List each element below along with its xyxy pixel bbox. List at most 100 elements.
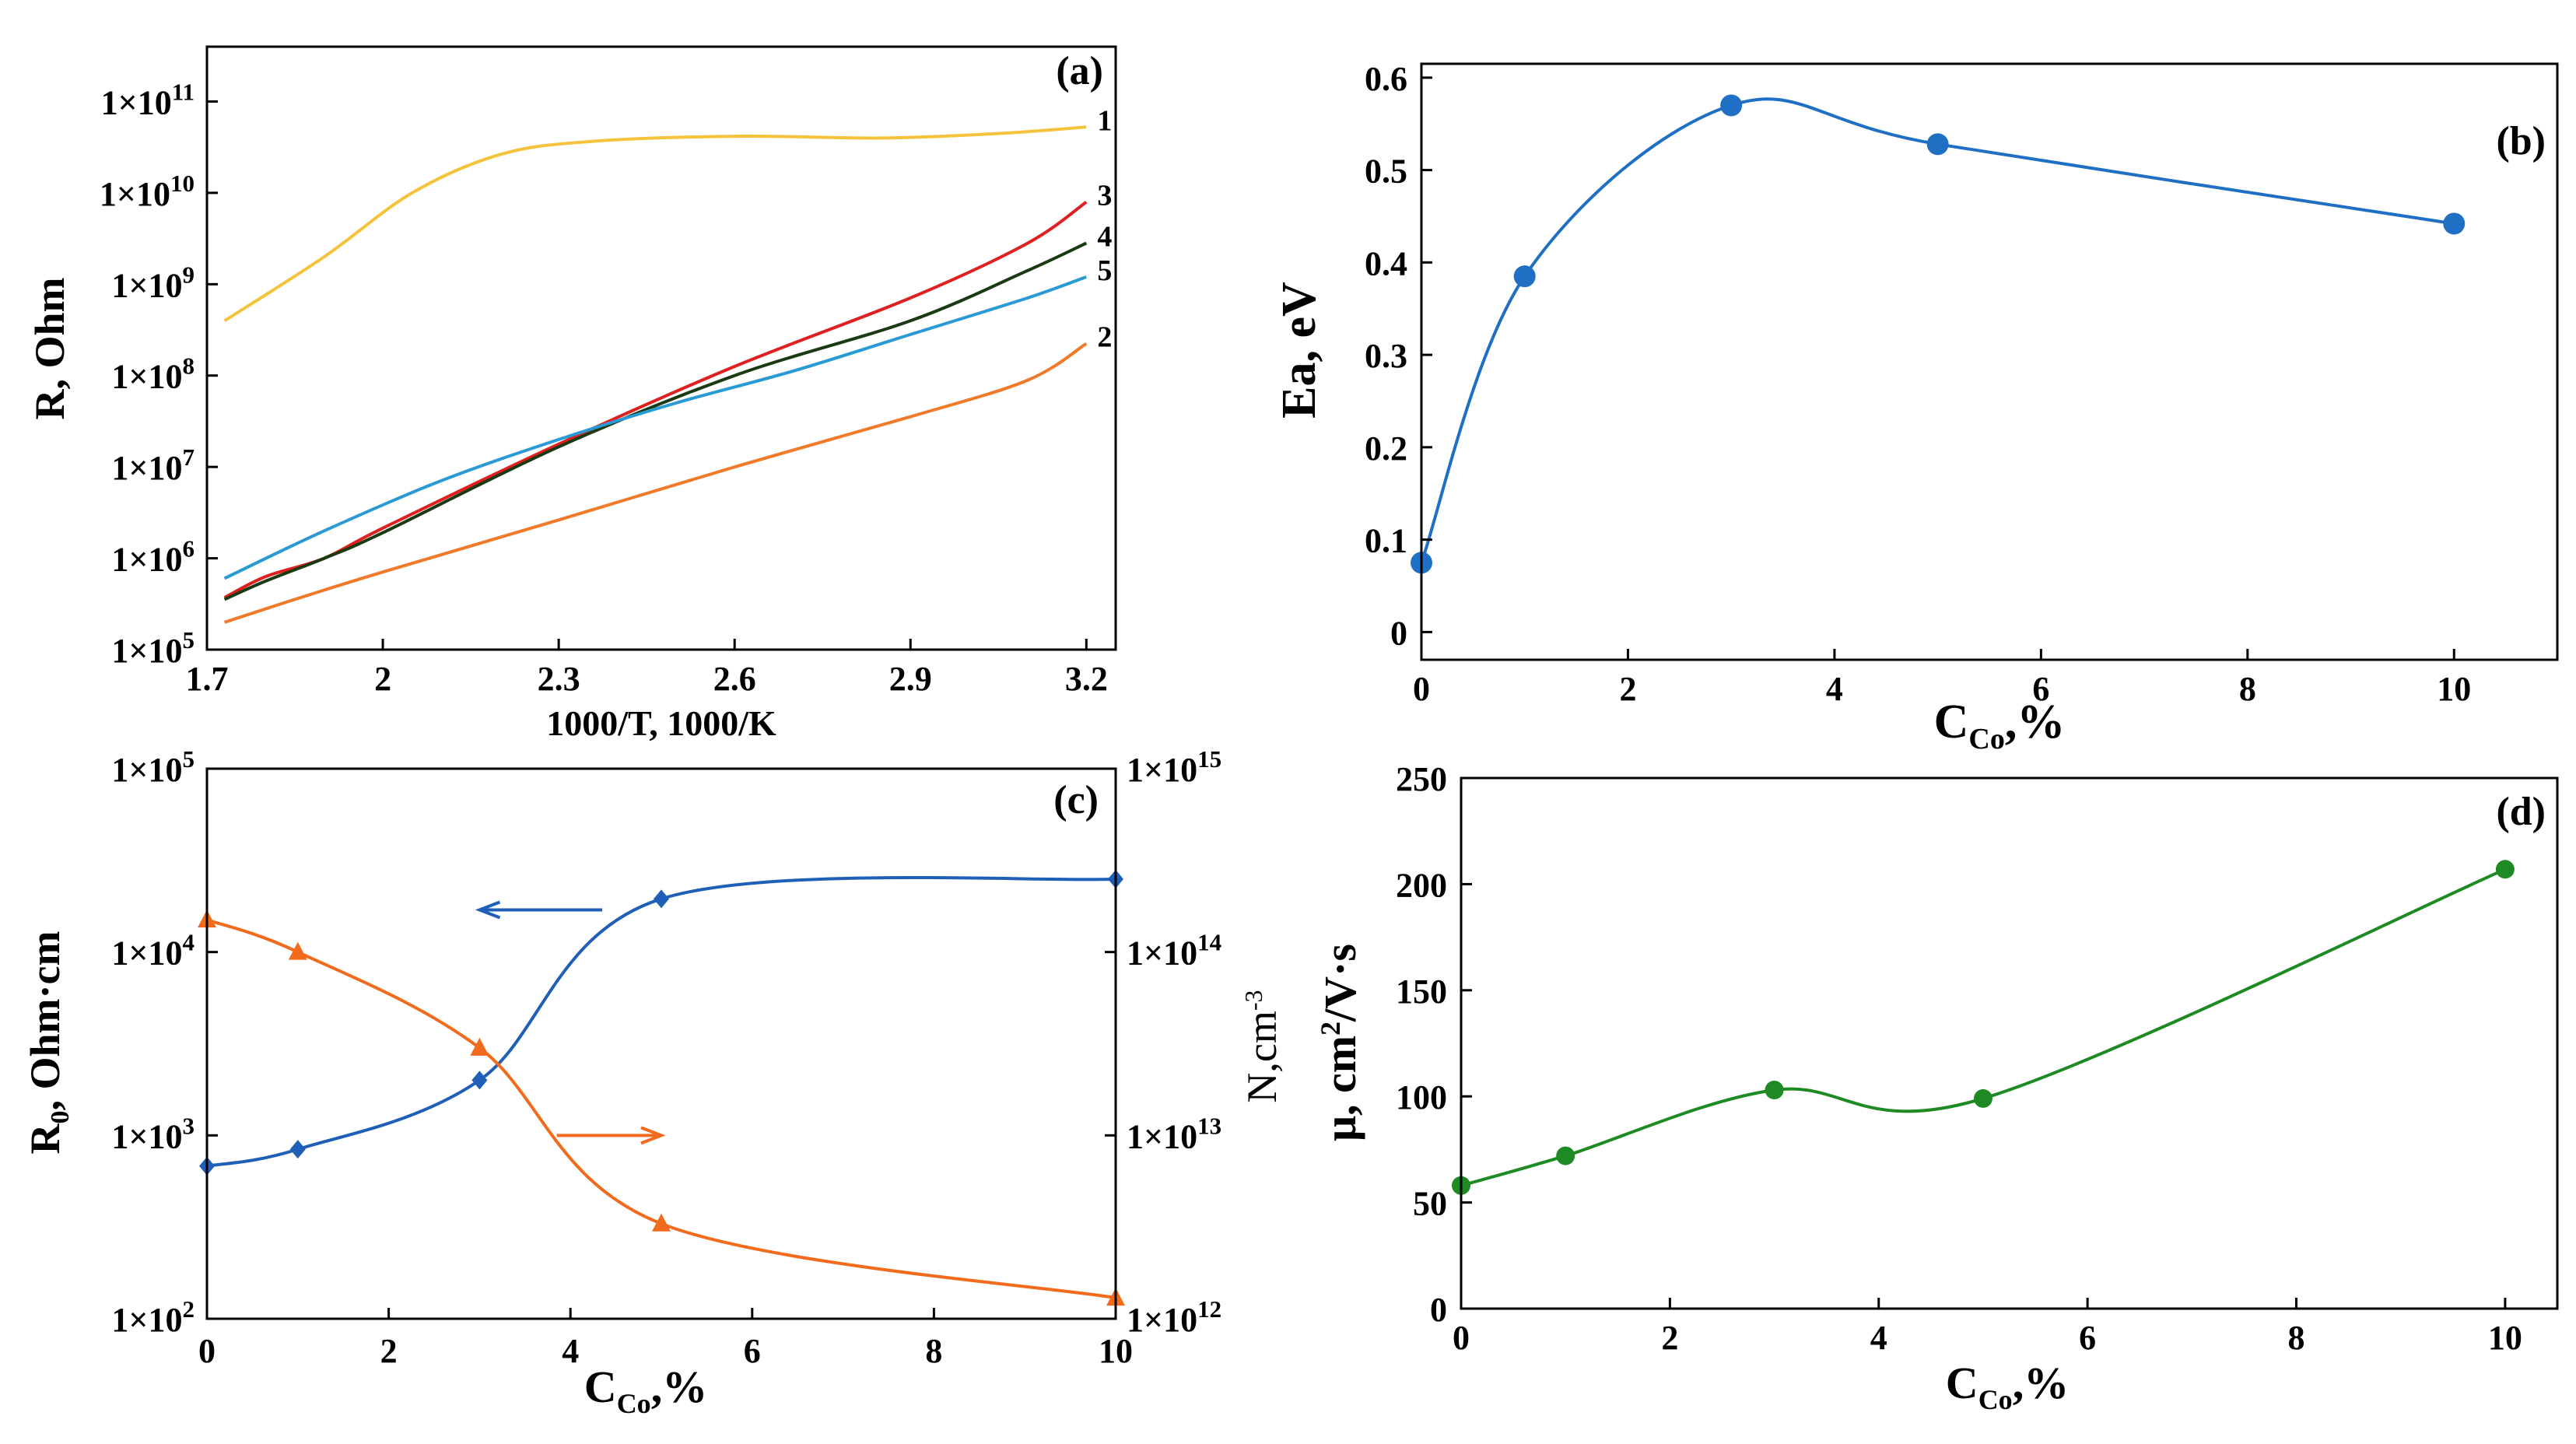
panel-c-ytick-left-label: 1×104 <box>111 929 195 973</box>
panel-a-ytick-label: 1×107 <box>111 443 195 487</box>
panel-c-ylabel-left: R0, Ohm·cm <box>22 931 75 1154</box>
panel-c-ylabel-right-main: N,cm <box>1239 1011 1285 1102</box>
panel-b-xtick-label: 0 <box>1413 670 1430 708</box>
panel-a-ytick-label: 1×1010 <box>100 170 195 213</box>
panel-c-ytick-right-label: 1×1014 <box>1127 929 1221 973</box>
panel-a-ytick-label: 1×109 <box>111 261 195 304</box>
panel-d-xtick-label: 2 <box>1661 1319 1678 1357</box>
panel-c-ytick-right-label: 1×1015 <box>1127 745 1221 789</box>
panel-d-xlabel-tail: ,% <box>2013 1358 2070 1408</box>
panel-a-curve-label-4: 4 <box>1097 220 1112 253</box>
panel-a-frame <box>205 45 1117 651</box>
panel-d-xtick-label: 8 <box>2288 1319 2305 1357</box>
panel-c-ytick-right-label: 1×1013 <box>1127 1112 1221 1155</box>
panel-b-xlabel-sub: Co <box>1968 723 2004 755</box>
panel-b-point-3 <box>1926 133 1949 156</box>
panel-d-xlabel-main: C <box>1946 1358 1978 1408</box>
panel-a-series-5-line <box>223 275 1087 580</box>
panel-d-ytick-label: 250 <box>1396 760 1447 798</box>
panel-d-ytick-label: 200 <box>1396 866 1447 904</box>
panel-c-arrow-left-head <box>475 900 501 920</box>
panel-c-R0-point-2 <box>471 1071 488 1090</box>
panel-a-series-1-line <box>223 125 1087 322</box>
panel-b-ytick-label: 0.6 <box>1365 60 1407 98</box>
panel-c-ylabel-left-tail: , Ohm·cm <box>22 931 68 1110</box>
panel-c-xtick-label: 6 <box>744 1332 761 1370</box>
panel-a-ytick-label: 1×106 <box>111 535 195 579</box>
panel-d-ylabel-sup: 2 <box>1315 1022 1346 1036</box>
panel-d-xtick-label: 10 <box>2488 1319 2522 1357</box>
panel-c-ytick-left-label: 1×102 <box>111 1295 195 1339</box>
panel-d-xtick-label: 0 <box>1453 1319 1470 1357</box>
panel-a-curve-label-5: 5 <box>1097 254 1112 287</box>
panel-d-ytick-label: 50 <box>1413 1185 1447 1223</box>
panel-c-series-N-line <box>206 918 1116 1300</box>
panel-d-xtick-label: 4 <box>1870 1319 1887 1357</box>
panel-b-xtick-label: 8 <box>2239 670 2256 708</box>
panel-b-xtick-label: 6 <box>2032 670 2049 708</box>
panel-c-xtick-label: 4 <box>562 1332 579 1370</box>
panel-b-ytick-label: 0.2 <box>1365 429 1407 468</box>
panel-b-xtick-label: 10 <box>2437 670 2471 708</box>
panel-d-xtick-label: 6 <box>2079 1319 2096 1357</box>
panel-a-series-2-line <box>223 342 1088 624</box>
panel-c-ylabel-left-sub: 0 <box>46 1110 75 1123</box>
panel-b-ticks: 0 2 4 6 8 10 0 0.1 0.2 0.3 0.4 0.5 0.6 <box>1365 60 2471 708</box>
panel-b-series-line <box>1420 97 2455 563</box>
panel-d-ytick-label: 0 <box>1430 1291 1447 1329</box>
panel-d-point-4 <box>2495 860 2515 879</box>
panel-c-ytick-left-label: 1×105 <box>111 745 195 789</box>
panel-b-xlabel: CCo,% <box>1934 696 2066 755</box>
panel-c-xlabel-sub: Co <box>617 1388 651 1419</box>
panel-d-ylabel: μ, cm2/V·s <box>1315 944 1365 1141</box>
panel-d-ytick-label: 150 <box>1396 973 1447 1011</box>
panel-b-ytick-label: 0.5 <box>1365 152 1407 191</box>
panel-b-xlabel-main: C <box>1934 696 1969 748</box>
panel-b-marks <box>1411 94 2466 574</box>
panel-d-frame <box>1460 776 2559 1310</box>
panel-a-curve-label-2: 2 <box>1097 321 1112 354</box>
panel-d-point-2 <box>1765 1081 1784 1100</box>
panel-a-ylabel: R, Ohm <box>26 277 73 419</box>
panel-c-N-point-3 <box>652 1213 671 1232</box>
panel-a-label: (a) <box>1056 49 1103 93</box>
panel-d-ytick-label: 100 <box>1396 1078 1447 1116</box>
panel-a-ytick-label: 1×1011 <box>101 78 195 121</box>
panel-b-xtick-label: 4 <box>1826 670 1843 708</box>
panel-c-ytick-right-label: 1×1012 <box>1127 1295 1221 1339</box>
panel-c-xtick-label: 2 <box>380 1332 398 1370</box>
panel-b-xlabel-tail: ,% <box>2005 696 2066 748</box>
panel-c-ticks: 0 2 4 6 8 10 1×102 1×103 1×104 1×105 1×1012 1×1013 1… <box>111 745 1221 1370</box>
panel-d-point-3 <box>1973 1088 1992 1108</box>
panel-a-xtick-label: 3.2 <box>1065 660 1108 698</box>
panel-b-label: (b) <box>2496 119 2546 163</box>
panel-a-xtick-label: 2.9 <box>889 660 932 698</box>
panel-c-frame <box>205 767 1117 1320</box>
panel-c-xtick-label: 0 <box>198 1332 216 1370</box>
panel-a-series-4-line <box>223 241 1088 601</box>
panel-a-xtick-label: 2 <box>374 660 391 698</box>
panel-a-ytick-label: 1×108 <box>111 352 195 396</box>
panel-c-arrow-right-head <box>640 1126 666 1145</box>
panel-b-point-4 <box>2443 212 2466 235</box>
panel-a-xlabel: 1000/T, 1000/K <box>546 703 776 743</box>
panel-c-ytick-left-label: 1×103 <box>111 1112 195 1155</box>
panel-b-frame <box>1420 62 2559 661</box>
panel-c-xlabel: CCo,% <box>584 1362 707 1419</box>
panel-a: 1 2 3 45 1.7 2 2.3 2.6 2.9 3.2 1×105 1×106 1×107 1×1… <box>26 45 1117 743</box>
panel-d-ylabel-tail: /V·s <box>1315 944 1365 1022</box>
panel-d-ylabel-main: μ, cm <box>1315 1036 1365 1141</box>
panel-c-series-R0-line <box>206 875 1116 1168</box>
panel-d-xlabel: CCo,% <box>1946 1358 2069 1415</box>
panel-a-xtick-label: 2.6 <box>713 660 756 698</box>
panel-c-R0-point-3 <box>654 889 669 909</box>
panel-c: 0 2 4 6 8 10 1×102 1×103 1×104 1×105 1×1012 1×1013 1… <box>22 745 1285 1419</box>
panel-d-point-1 <box>1556 1146 1575 1165</box>
panel-b-ytick-label: 0 <box>1390 614 1407 652</box>
panel-c-marks <box>198 869 1125 1306</box>
panel-c-R0-point-1 <box>289 1140 306 1159</box>
panel-d-xlabel-sub: Co <box>1978 1384 2013 1415</box>
